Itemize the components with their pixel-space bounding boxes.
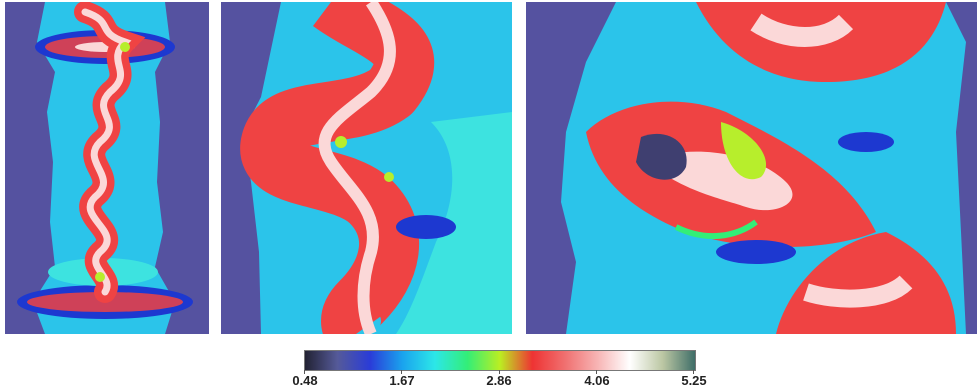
simulation-panel-right — [526, 2, 977, 334]
colorbar-tick — [596, 370, 597, 374]
simulation-panel-left — [5, 2, 209, 334]
colorbar — [304, 350, 696, 371]
colorbar-tick — [304, 370, 305, 374]
colorbar-tick — [693, 370, 694, 374]
colorbar-tick-label: 4.06 — [584, 373, 610, 388]
colorbar-tick-label: 1.67 — [389, 373, 415, 388]
colorbar-tick-label: 5.25 — [681, 373, 707, 388]
colorbar-tick-label: 0.48 — [292, 373, 318, 388]
colorbar-tick — [401, 370, 402, 374]
colorbar-tick-label: 2.86 — [486, 373, 512, 388]
colorbar-tick — [499, 370, 500, 374]
simulation-panel-middle — [221, 2, 512, 334]
